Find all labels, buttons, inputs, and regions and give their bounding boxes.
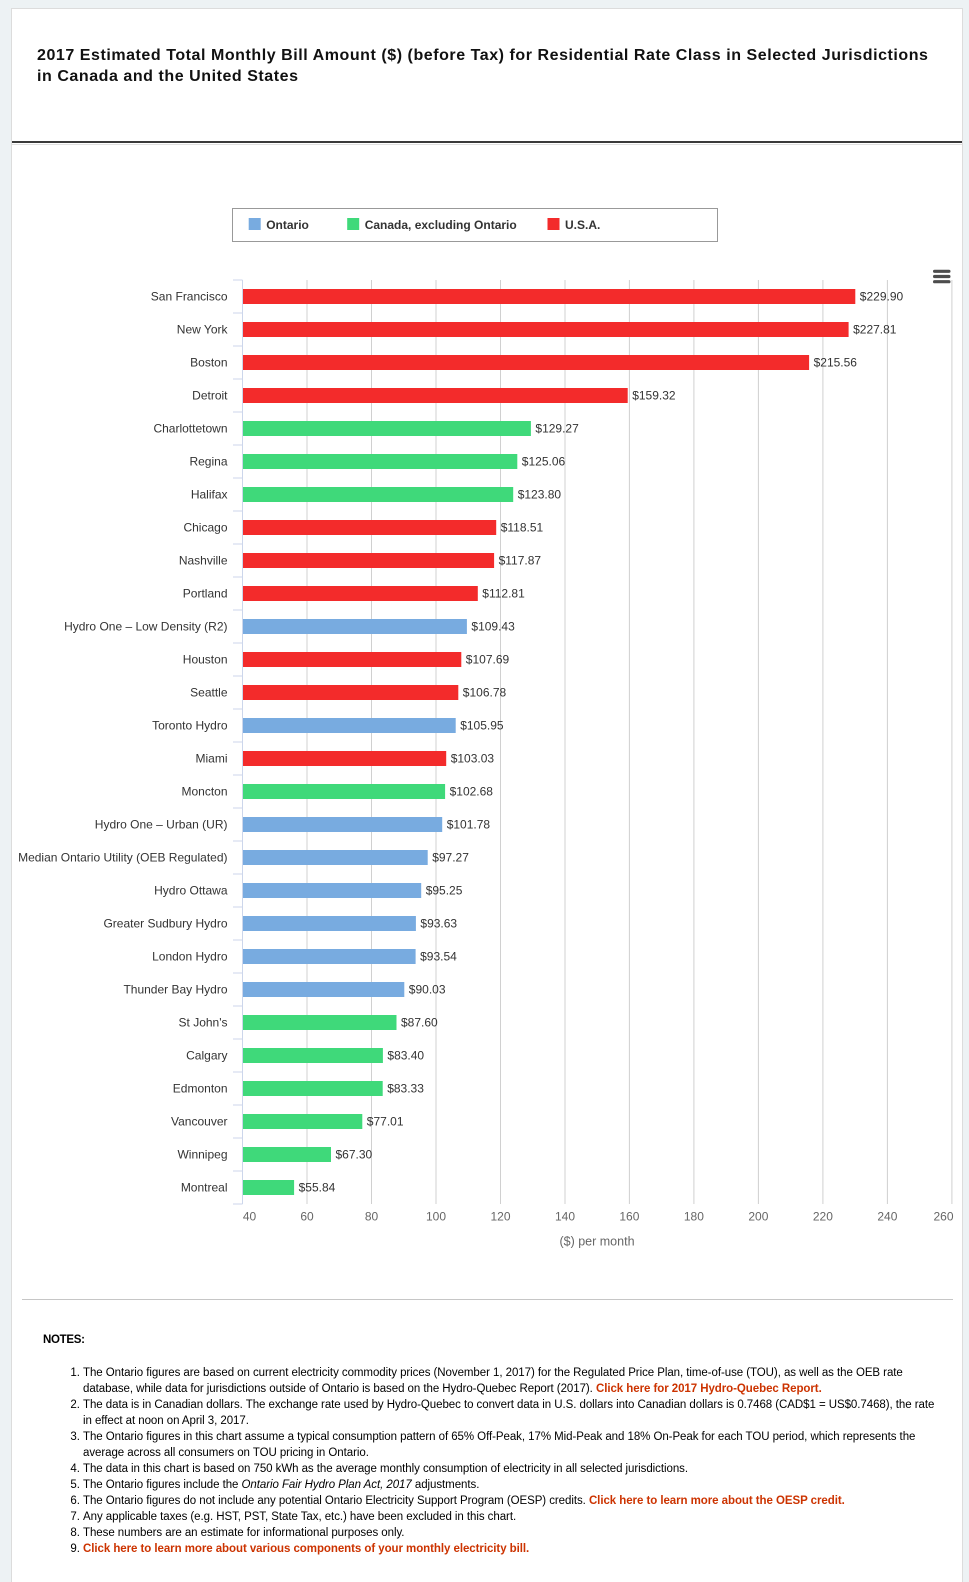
svg-text:$93.63: $93.63 <box>420 917 457 931</box>
svg-text:Greater Sudbury Hydro: Greater Sudbury Hydro <box>103 917 227 931</box>
svg-text:Hydro Ottawa: Hydro Ottawa <box>154 884 228 898</box>
svg-text:$105.95: $105.95 <box>460 719 504 733</box>
svg-text:260: 260 <box>933 1210 953 1224</box>
svg-text:Toronto Hydro: Toronto Hydro <box>152 719 228 733</box>
svg-text:60: 60 <box>300 1210 314 1224</box>
svg-text:$97.27: $97.27 <box>432 851 469 865</box>
svg-text:$123.80: $123.80 <box>518 488 562 502</box>
svg-text:140: 140 <box>555 1210 575 1224</box>
svg-text:$129.27: $129.27 <box>535 422 579 436</box>
svg-text:$103.03: $103.03 <box>451 752 495 766</box>
svg-text:U.S.A.: U.S.A. <box>565 218 600 232</box>
svg-text:$227.81: $227.81 <box>853 323 897 337</box>
svg-text:Calgary: Calgary <box>186 1049 227 1063</box>
svg-text:Halifax: Halifax <box>191 488 228 502</box>
svg-text:New York: New York <box>177 323 229 337</box>
svg-text:$118.51: $118.51 <box>501 521 544 535</box>
svg-text:$87.60: $87.60 <box>401 1016 438 1030</box>
svg-text:$83.40: $83.40 <box>387 1049 424 1063</box>
svg-text:Detroit: Detroit <box>192 389 228 403</box>
svg-text:$109.43: $109.43 <box>471 620 515 634</box>
svg-text:$102.68: $102.68 <box>450 785 494 799</box>
svg-text:$159.32: $159.32 <box>632 389 676 403</box>
svg-text:$77.01: $77.01 <box>367 1115 404 1129</box>
svg-text:Regina: Regina <box>189 455 227 469</box>
svg-text:$101.78: $101.78 <box>447 818 491 832</box>
svg-text:Ontario: Ontario <box>266 218 309 232</box>
svg-text:240: 240 <box>877 1210 897 1224</box>
svg-text:200: 200 <box>748 1210 768 1224</box>
svg-text:220: 220 <box>813 1210 833 1224</box>
svg-text:$83.33: $83.33 <box>387 1082 424 1096</box>
svg-text:St John's: St John's <box>179 1016 228 1030</box>
svg-text:San Francisco: San Francisco <box>151 290 228 304</box>
svg-text:Winnipeg: Winnipeg <box>177 1148 227 1162</box>
svg-text:$67.30: $67.30 <box>336 1148 373 1162</box>
svg-text:40: 40 <box>243 1210 257 1224</box>
svg-text:Hydro One – Low Density (R2): Hydro One – Low Density (R2) <box>64 620 227 634</box>
svg-text:Montreal: Montreal <box>181 1181 228 1195</box>
svg-text:Thunder Bay Hydro: Thunder Bay Hydro <box>123 983 227 997</box>
svg-text:160: 160 <box>619 1210 639 1224</box>
svg-text:$93.54: $93.54 <box>420 950 457 964</box>
svg-text:Vancouver: Vancouver <box>171 1115 227 1129</box>
svg-text:Median Ontario Utility (OEB Re: Median Ontario Utility (OEB Regulated) <box>18 851 227 865</box>
svg-text:80: 80 <box>365 1210 379 1224</box>
svg-text:$106.78: $106.78 <box>463 686 507 700</box>
svg-text:$95.25: $95.25 <box>426 884 463 898</box>
svg-text:Nashville: Nashville <box>179 554 228 568</box>
svg-text:Boston: Boston <box>190 356 227 370</box>
svg-text:Portland: Portland <box>183 587 228 601</box>
svg-text:$215.56: $215.56 <box>814 356 858 370</box>
svg-text:$117.87: $117.87 <box>499 554 542 568</box>
svg-text:Moncton: Moncton <box>181 785 227 799</box>
svg-text:$229.90: $229.90 <box>860 290 904 304</box>
svg-text:Canada, excluding Ontario: Canada, excluding Ontario <box>365 218 517 232</box>
svg-text:($) per month: ($) per month <box>559 1235 634 1249</box>
svg-text:$55.84: $55.84 <box>299 1181 336 1195</box>
svg-text:$125.06: $125.06 <box>522 455 566 469</box>
svg-text:London Hydro: London Hydro <box>152 950 228 964</box>
svg-text:180: 180 <box>684 1210 704 1224</box>
svg-text:100: 100 <box>426 1210 446 1224</box>
svg-text:Hydro One – Urban (UR): Hydro One – Urban (UR) <box>95 818 228 832</box>
svg-text:120: 120 <box>490 1210 510 1224</box>
svg-text:$90.03: $90.03 <box>409 983 446 997</box>
svg-text:Charlottetown: Charlottetown <box>153 422 227 436</box>
svg-text:Miami: Miami <box>196 752 228 766</box>
svg-text:Seattle: Seattle <box>190 686 228 700</box>
svg-text:$112.81: $112.81 <box>482 587 525 601</box>
svg-text:Edmonton: Edmonton <box>173 1082 228 1096</box>
svg-text:Houston: Houston <box>183 653 228 667</box>
svg-text:Chicago: Chicago <box>183 521 227 535</box>
svg-text:$107.69: $107.69 <box>466 653 510 667</box>
